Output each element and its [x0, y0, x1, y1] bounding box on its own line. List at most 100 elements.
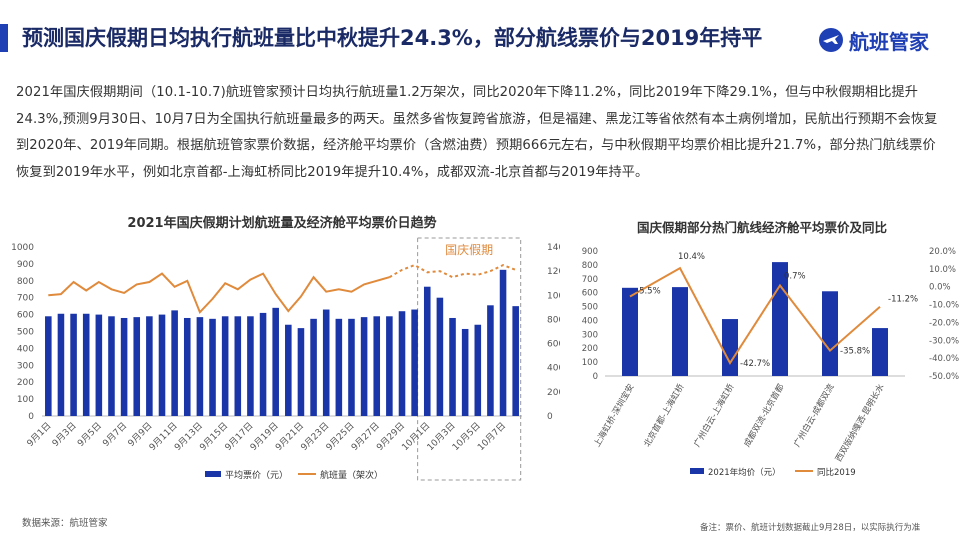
y-right-tick-label: 10.0%: [929, 265, 956, 275]
price-bar: [259, 312, 267, 416]
yoy-change-line: [629, 266, 881, 365]
y-right-tick-label: 0.0%: [929, 283, 951, 293]
y-left-tick-label: 100: [582, 358, 598, 368]
route-price-bar: [622, 287, 638, 376]
price-bar: [82, 313, 90, 416]
y-left-tick-label: 700: [17, 294, 34, 304]
plane-logo-icon: [819, 28, 843, 52]
price-bar: [474, 324, 482, 416]
y-left-tick-label: 0: [28, 412, 34, 422]
price-bar: [398, 311, 406, 416]
yoy-data-label: -42.7%: [740, 359, 770, 369]
route-tick-label: 广州白云-上海虹桥: [692, 382, 737, 449]
price-bar: [411, 309, 418, 416]
price-bar: [423, 286, 431, 416]
price-bar: [158, 314, 166, 416]
title-bar: 预测国庆假期日均执行航班量比中秋提升24.3%，部分航线票价与2019年持平 航…: [0, 0, 960, 62]
price-bar: [285, 324, 292, 416]
y-left-tick-label: 200: [582, 344, 598, 354]
y-right-tick-label: 20.0%: [929, 247, 956, 257]
x-tick-label: 10月7日: [476, 420, 509, 453]
y-right-tick-label: 14000: [547, 243, 560, 253]
flights-line-forecast: [388, 263, 517, 279]
route-tick-label: 上海虹桥-深圳宝安: [592, 382, 637, 449]
y-left-tick-label: 1000: [11, 243, 34, 253]
route-price-bar: [672, 287, 688, 376]
price-bar: [171, 310, 178, 416]
y-left-tick-label: 900: [582, 247, 598, 257]
holiday-highlight-label: 国庆假期: [445, 243, 493, 257]
price-bar: [348, 318, 355, 416]
price-bar: [45, 316, 52, 416]
y-left-tick-label: 900: [17, 260, 34, 270]
y-right-tick-label: -30.0%: [929, 336, 959, 346]
legend-label-bar: 2021年均价（元）: [708, 467, 781, 478]
y-left-tick-label: 500: [582, 303, 598, 313]
y-left-tick-label: 300: [582, 330, 598, 340]
y-right-tick-label: 12000: [547, 267, 560, 277]
price-bar: [461, 328, 469, 416]
y-left-tick-label: 600: [17, 311, 34, 321]
y-left-tick-label: 600: [582, 289, 598, 299]
price-bar: [209, 318, 216, 416]
price-bar: [196, 317, 204, 416]
price-bar: [487, 305, 494, 416]
legend-swatch-bar: [205, 471, 221, 477]
price-bar: [386, 316, 393, 416]
price-bar: [297, 328, 305, 416]
y-right-tick-label: 2000: [547, 388, 560, 398]
y-left-tick-label: 300: [17, 361, 34, 371]
route-tick-label: 成都双流-北京首都: [742, 382, 787, 449]
y-left-tick-label: 400: [582, 316, 598, 326]
yoy-data-label: 0.7%: [784, 271, 806, 281]
y-left-tick-label: 500: [17, 328, 34, 338]
price-bar: [183, 317, 191, 416]
route-price-chart: 国庆假期部分热门航线经济舱平均票价及同比 0 100 200 300 400 500 600 7…: [582, 220, 959, 478]
yoy-data-label: 10.4%: [678, 252, 705, 262]
price-bar: [57, 313, 65, 416]
price-bar: [108, 316, 115, 416]
x-tick-label: 9月7日: [101, 420, 130, 449]
y-left-tick-label: 800: [17, 277, 34, 287]
x-tick-label: 9月5日: [75, 420, 104, 449]
yoy-data-label: -5.5%: [636, 287, 661, 297]
legend-label-line: 同比2019: [817, 467, 856, 478]
chart-title: 2021年国庆假期计划航班量及经济舱平均票价日趋势: [127, 215, 436, 231]
x-tick-label: 9月3日: [50, 420, 79, 449]
data-source: 数据来源：航班管家: [22, 518, 108, 529]
price-bar: [436, 297, 444, 416]
y-left-tick-label: 100: [17, 395, 34, 405]
price-bar: [335, 318, 343, 416]
route-price-bar: [872, 328, 888, 376]
y-right-tick-label: 6000: [547, 340, 560, 350]
y-left-tick-label: 0: [593, 372, 598, 382]
y-right-tick-label: -40.0%: [929, 354, 959, 364]
flights-line-actual: [48, 272, 390, 315]
y-right-tick-label: 8000: [547, 315, 560, 325]
summary-paragraph: 2021年国庆假期期间（10.1-10.7)航班管家预计日均执行航班量1.2万架…: [16, 85, 938, 180]
price-bar: [221, 316, 229, 416]
price-bar: [120, 317, 128, 416]
price-bar: [512, 306, 519, 416]
y-left-tick-label: 700: [582, 275, 598, 285]
price-bar: [70, 313, 77, 416]
price-bar: [449, 317, 456, 416]
footnote: 备注：票价、航班计划数据截止9月28日，以实际执行为准: [700, 523, 921, 533]
price-bar: [146, 316, 153, 416]
y-left-tick-label: 800: [582, 261, 598, 271]
route-tick-label: 北京首都-上海虹桥: [642, 382, 687, 449]
price-bar: [499, 269, 507, 416]
price-bar: [310, 318, 317, 416]
price-bar: [234, 316, 242, 416]
y-right-tick-label: 4000: [547, 364, 560, 374]
chart-title: 国庆假期部分热门航线经济舱平均票价及同比: [637, 220, 888, 235]
route-tick-label: 西双版纳嘎洒-昆明长水: [833, 382, 887, 464]
legend-swatch-bar: [690, 468, 704, 474]
yoy-data-label: -35.8%: [840, 347, 870, 357]
route-price-bar: [822, 291, 838, 376]
x-tick-label: 9月1日: [25, 420, 54, 449]
y-left-tick-label: 400: [17, 344, 34, 354]
price-bar: [247, 316, 254, 416]
y-right-tick-label: -10.0%: [929, 301, 959, 311]
